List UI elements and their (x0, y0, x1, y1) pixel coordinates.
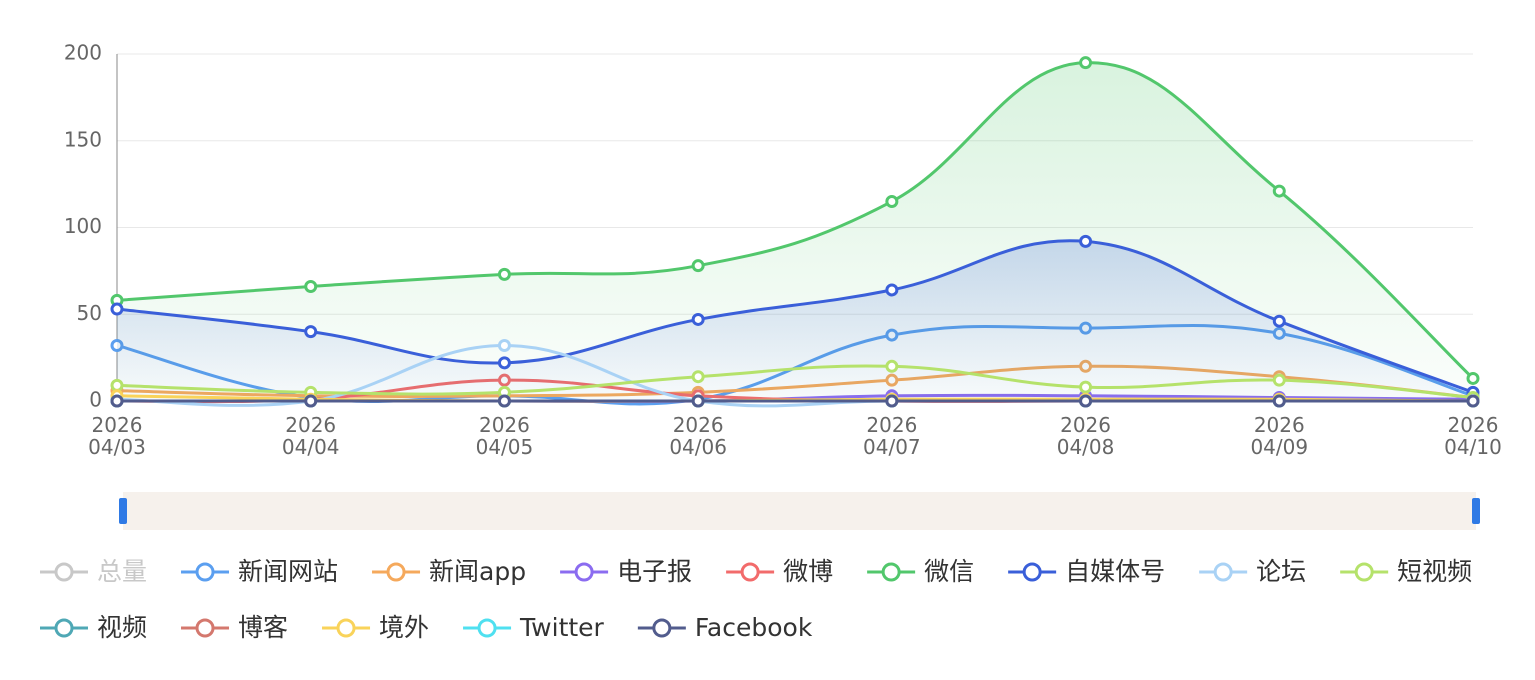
legend-label: 短视频 (1397, 557, 1472, 586)
legend-item[interactable]: 总量 (40, 557, 147, 586)
zoom-handle[interactable] (119, 498, 127, 524)
point (304, 279, 318, 293)
legend-label: 微博 (783, 557, 833, 586)
y-tick-label: 100 (64, 214, 102, 238)
legend-marker (652, 618, 672, 638)
legend-item[interactable]: 微博 (726, 557, 833, 586)
legend-marker (1354, 562, 1374, 582)
point (691, 394, 705, 408)
legend-marker (881, 562, 901, 582)
point (497, 356, 511, 370)
legend-item[interactable]: 境外 (322, 613, 429, 642)
legend-item[interactable]: 视频 (40, 613, 147, 642)
legend-label: 总量 (97, 557, 147, 586)
y-tick-label: 0 (89, 388, 102, 412)
legend-label: 视频 (97, 613, 147, 642)
point (110, 378, 124, 392)
legend-label: Facebook (695, 613, 813, 642)
legend-label: 新闻网站 (238, 557, 338, 586)
point (1079, 56, 1093, 70)
point (497, 338, 511, 352)
legend-label: Twitter (519, 613, 605, 642)
x-tick-label: 2026 04/08 (1056, 413, 1115, 459)
point (1466, 371, 1480, 385)
legend-label: 境外 (379, 613, 429, 642)
point (885, 283, 899, 297)
point (885, 359, 899, 373)
point (304, 325, 318, 339)
point (1466, 394, 1480, 408)
line (116, 364, 1474, 400)
legend-label: 博客 (238, 613, 288, 642)
legend-marker (54, 562, 74, 582)
legend-item[interactable]: 新闻网站 (181, 557, 338, 586)
point (1079, 380, 1093, 394)
x-tick-label: 2026 04/07 (863, 413, 921, 459)
point (1272, 314, 1286, 328)
legend-item[interactable]: 自媒体号 (1008, 557, 1165, 586)
point (497, 267, 511, 281)
x-tick-label: 2026 04/09 (1250, 413, 1309, 459)
y-tick-label: 50 (77, 301, 102, 325)
legend-marker (1022, 562, 1042, 582)
x-tick-label: 2026 04/04 (281, 413, 340, 459)
point (1079, 234, 1093, 248)
point (691, 370, 705, 384)
point (691, 259, 705, 273)
legend-label: 新闻app (429, 557, 526, 586)
legend-marker (195, 618, 215, 638)
legend-marker (336, 618, 356, 638)
zoom-handle[interactable] (1472, 498, 1480, 524)
x-tick-label: 2026 04/05 (475, 413, 534, 459)
y-tick-label: 200 (64, 41, 102, 65)
point (1272, 373, 1286, 387)
legend-item[interactable]: Twitter (463, 613, 605, 642)
legend-marker (386, 562, 406, 582)
line (116, 239, 1474, 394)
point (885, 394, 899, 408)
point (1272, 394, 1286, 408)
x-tick-label: 2026 04/10 (1444, 413, 1502, 459)
legend-marker (740, 562, 760, 582)
legend-marker (54, 618, 74, 638)
legend-marker (195, 562, 215, 582)
zoom-track[interactable] (123, 492, 1476, 530)
legend-item[interactable]: 短视频 (1340, 557, 1472, 586)
legend-marker (477, 618, 497, 638)
legend-label: 电子报 (617, 557, 692, 586)
x-tick-label: 2026 04/03 (88, 413, 146, 459)
point (691, 312, 705, 326)
point (1272, 184, 1286, 198)
legend-label: 微信 (924, 557, 974, 586)
legend-item[interactable]: Facebook (637, 613, 813, 642)
legend-label: 论坛 (1256, 557, 1306, 586)
legend-item[interactable]: 论坛 (1199, 557, 1306, 586)
legend-marker (1213, 562, 1233, 582)
x-tick-label: 2026 04/06 (669, 413, 727, 459)
y-tick-label: 150 (64, 127, 102, 151)
point (1079, 394, 1093, 408)
legend-item[interactable]: 电子报 (560, 557, 692, 586)
legend-item[interactable]: 新闻app (372, 557, 526, 586)
point (885, 194, 899, 208)
legend-item[interactable]: 博客 (181, 613, 288, 642)
legend-label: 自媒体号 (1065, 557, 1165, 586)
point (110, 302, 124, 316)
point (110, 394, 124, 408)
legend-marker (574, 562, 594, 582)
legend-item[interactable]: 微信 (867, 557, 974, 586)
point (497, 394, 511, 408)
point (304, 394, 318, 408)
